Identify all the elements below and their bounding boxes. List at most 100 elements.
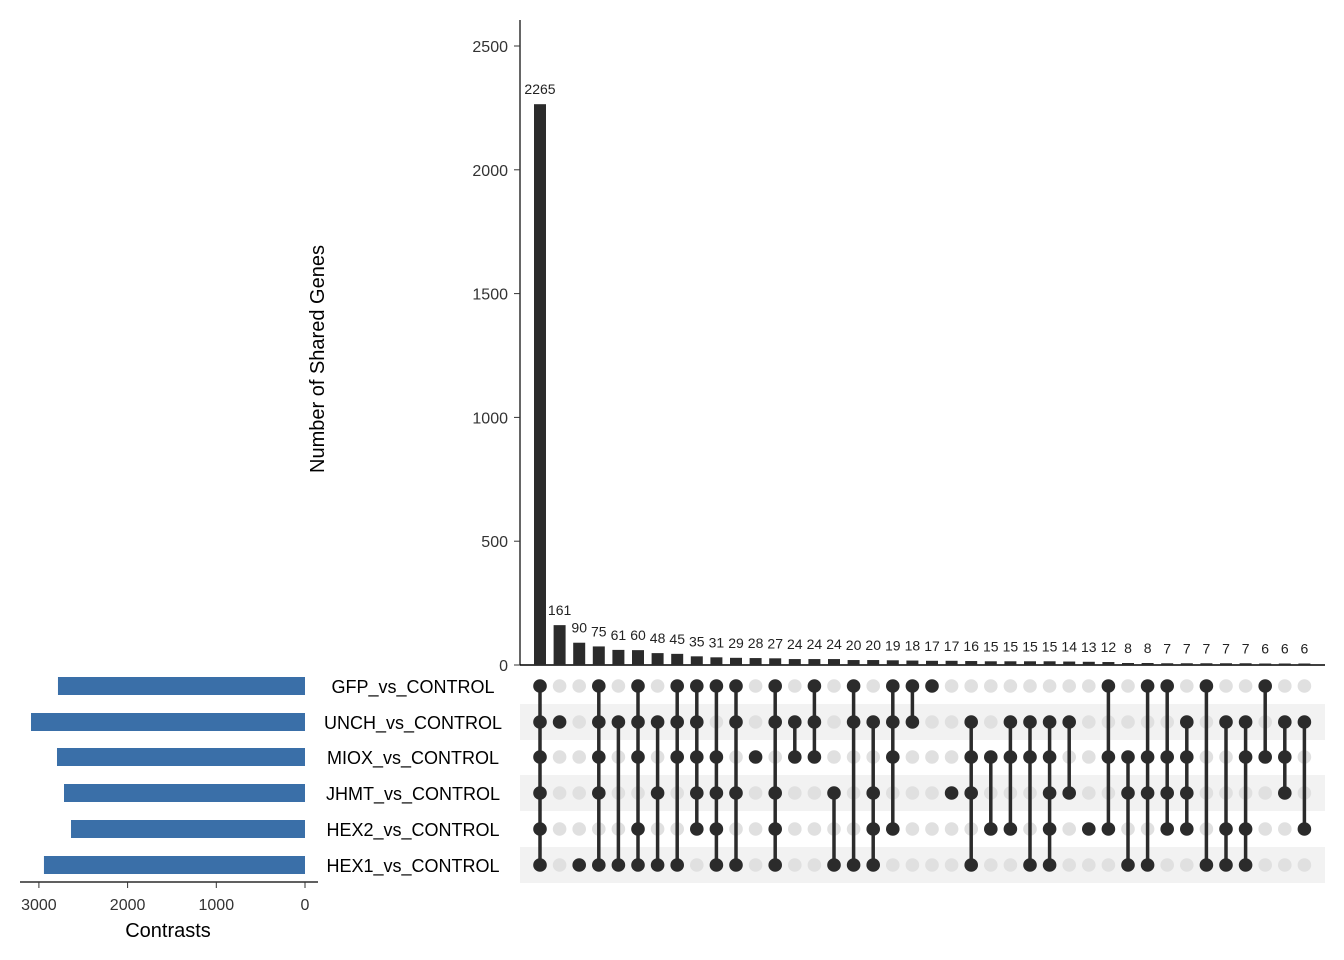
matrix-dot-filled — [1101, 822, 1116, 836]
matrix-dot-filled — [611, 715, 626, 729]
bar-count-label: 8 — [1124, 640, 1132, 656]
y-axis: 0 500 1000 1500 2000 2500 — [472, 20, 1325, 675]
bar-count-label: 18 — [905, 638, 921, 654]
intersection-bar — [1043, 661, 1056, 665]
intersection-bar — [690, 656, 703, 665]
matrix-dot-empty — [1160, 858, 1174, 872]
bar-count-label: 28 — [748, 635, 764, 651]
matrix-dot-empty — [807, 786, 822, 800]
intersection-bar — [945, 660, 958, 665]
matrix-dot-filled — [1180, 715, 1194, 729]
matrix-dot-filled — [1140, 679, 1155, 693]
bar-count-label: 161 — [548, 602, 572, 618]
matrix-dot-filled — [1042, 750, 1057, 764]
bar-count-label: 7 — [1242, 640, 1250, 656]
bar-count-label: 6 — [1261, 641, 1269, 657]
matrix-dot-empty — [984, 715, 998, 729]
matrix-dot-filled — [1023, 715, 1037, 729]
intersection-bar — [1122, 663, 1134, 665]
matrix-dot-empty — [944, 750, 959, 764]
intersection-bar — [1220, 663, 1232, 665]
matrix-dot-filled — [533, 786, 547, 800]
intersection-bar — [632, 650, 644, 665]
matrix-dot-filled — [1101, 750, 1116, 764]
matrix-dot-filled — [1160, 750, 1174, 764]
matrix-dot-empty — [1258, 786, 1272, 800]
matrix-dot-filled — [670, 715, 684, 729]
matrix-dot-filled — [592, 679, 606, 693]
matrix-dot-filled — [631, 679, 645, 693]
matrix-dot-filled — [1258, 679, 1272, 693]
matrix-dot-filled — [1180, 750, 1194, 764]
matrix-dot-filled — [964, 786, 978, 800]
set-size-bar — [43, 856, 305, 874]
matrix-dot-empty — [572, 750, 586, 764]
intersection-bar — [1161, 663, 1174, 665]
matrix-dot-filled — [631, 750, 645, 764]
matrix-dot-filled — [846, 715, 861, 729]
intersection-bar — [1102, 662, 1115, 665]
bar-count-label: 24 — [807, 636, 823, 652]
bar-count-label: 90 — [571, 620, 587, 636]
matrix-dot-empty — [1042, 679, 1057, 693]
y-tick-label: 0 — [499, 658, 508, 675]
intersection-bar — [671, 653, 684, 665]
matrix-dot-filled — [533, 750, 547, 764]
matrix-dot-filled — [905, 715, 920, 729]
intersection-bar — [1141, 663, 1154, 665]
bar-count-label: 2265 — [524, 81, 555, 97]
set-size-bar — [71, 820, 305, 838]
intersection-bar — [534, 104, 546, 666]
matrix-dot-empty — [827, 750, 841, 764]
bar-count-label: 20 — [865, 637, 881, 653]
bar-count-label: 7 — [1183, 640, 1191, 656]
matrix-dot-filled — [925, 679, 939, 693]
matrix-dot-empty — [1180, 679, 1194, 693]
matrix-dot-filled — [866, 786, 880, 800]
matrix-dot-filled — [1023, 750, 1037, 764]
matrix-dot-filled — [788, 715, 802, 729]
intersection-bar — [1004, 661, 1017, 665]
matrix-dot-empty — [748, 786, 763, 800]
matrix-dot-filled — [964, 715, 978, 729]
intersection-bar — [965, 661, 978, 665]
set-size-tick-label: 2000 — [110, 897, 146, 914]
matrix-dot-filled — [1003, 750, 1018, 764]
matrix-dot-empty — [552, 822, 567, 836]
matrix-dot-empty — [984, 679, 998, 693]
matrix-dot-empty — [905, 858, 920, 872]
matrix-dot-filled — [690, 822, 704, 836]
bar-count-label: 15 — [983, 638, 999, 654]
matrix-dot-filled — [866, 822, 880, 836]
matrix-dot-empty — [572, 679, 586, 693]
matrix-dot-filled — [709, 750, 724, 764]
matrix-dot-empty — [886, 858, 900, 872]
matrix-dot-filled — [729, 858, 743, 872]
matrix-dot-filled — [1160, 679, 1174, 693]
intersection-bar — [573, 642, 586, 665]
matrix-dot-filled — [631, 715, 645, 729]
bar-count-label: 12 — [1101, 639, 1117, 655]
matrix-dot-empty — [827, 679, 841, 693]
matrix-dot-filled — [886, 679, 900, 693]
matrix-dot-filled — [1180, 786, 1194, 800]
matrix-dot-empty — [748, 715, 763, 729]
bar-count-label: 45 — [669, 631, 685, 647]
bar-count-label: 15 — [1042, 638, 1058, 654]
set-label: JHMT_vs_CONTROL — [326, 784, 500, 805]
matrix-dot-empty — [1278, 858, 1292, 872]
matrix-dot-filled — [572, 858, 586, 872]
intersection-bar — [1063, 661, 1076, 665]
matrix-dot-empty — [1003, 858, 1018, 872]
matrix-dot-empty — [1278, 679, 1292, 693]
matrix-dot-empty — [1101, 858, 1116, 872]
matrix-dot-filled — [729, 679, 743, 693]
matrix-dot-filled — [768, 715, 782, 729]
bar-count-label: 16 — [963, 638, 979, 654]
matrix-dot-filled — [670, 679, 684, 693]
matrix-dot-empty — [905, 786, 920, 800]
matrix-dot-filled — [533, 679, 547, 693]
intersection-bar — [808, 659, 821, 665]
matrix-dot-empty — [944, 858, 959, 872]
set-size-tick-label: 0 — [301, 897, 310, 914]
